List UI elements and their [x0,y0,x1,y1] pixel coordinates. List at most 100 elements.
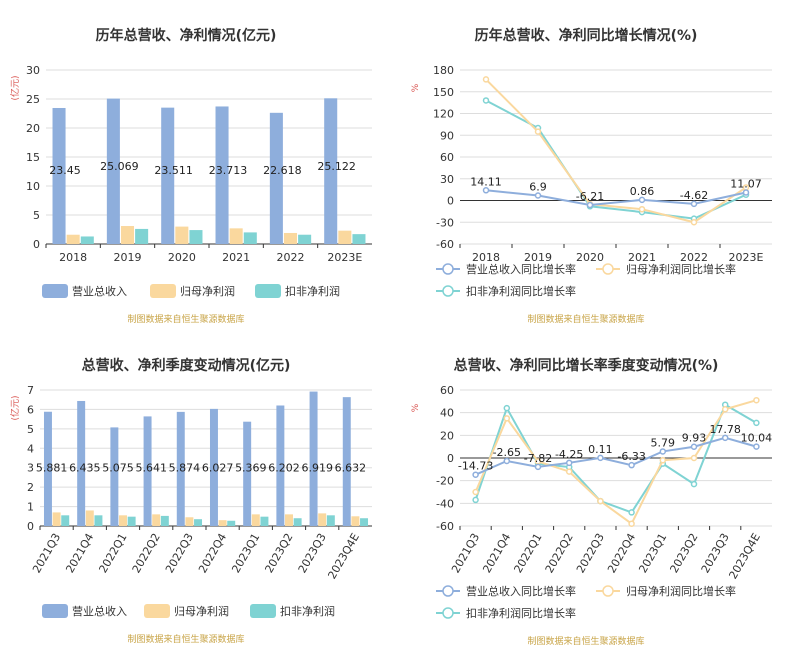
revenue-data-label: 5.874 [169,462,201,475]
legend-swatch-point [442,285,454,297]
legend-swatch [255,284,281,298]
legend-swatch-point [602,263,614,275]
series-line-revenue-growth [485,189,747,207]
series-point-revenue-growth [472,471,479,478]
bar-net-profit [251,514,260,526]
bar-net-profit [285,514,293,526]
bar-revenue [324,98,338,245]
data-source-note: 制图数据来自恒生聚源数据库 [527,635,644,647]
revenue-growth-data-label: -4.25 [555,448,583,461]
data-source-note: 制图数据来自恒生聚源数据库 [127,313,244,325]
series-point-revenue-growth [565,459,573,467]
bar-deducted-net-profit [360,518,369,526]
x-tick-label: 2023Q2 [263,531,296,575]
y-tick-label: 120 [433,108,454,121]
y-tick-label: 2 [27,481,34,494]
bar-net-profit [175,226,189,244]
revenue-growth-data-label: 17.78 [709,423,741,436]
legend-label: 归母净利润同比增长率 [626,584,736,598]
series-point-revenue-growth [534,463,542,471]
bar-deducted-net-profit [160,515,169,526]
bar-revenue [176,411,185,526]
bar-net-profit [283,232,298,244]
y-tick-label: 30 [440,173,454,186]
revenue-data-label: 6.632 [335,462,367,475]
revenue-data-label: 23.511 [154,164,193,177]
bar-net-profit [351,516,360,526]
bar-revenue [215,106,229,244]
series-line-net-profit-growth [485,78,747,224]
y-tick-label: -40 [436,497,454,510]
legend-label: 扣非净利润 [280,604,335,618]
bar-revenue [52,107,66,245]
series-point-revenue-growth [721,434,729,442]
chart-title: 总营收、净利同比增长率季度变动情况(%) [454,357,719,374]
y-axis-unit-label: (亿元) [9,395,21,420]
x-tick-label: 2023Q3 [699,531,732,575]
bar-net-profit [120,226,135,244]
revenue-growth-data-label: 5.79 [651,436,676,449]
chart-title: 历年总营收、净利同比增长情况(%) [475,27,698,44]
x-tick-label: 2022Q3 [163,531,196,575]
series-point-revenue-growth [482,187,490,194]
series-point-revenue-growth [638,196,646,204]
x-tick-label: 2021 [222,251,250,264]
revenue-data-label: 25.069 [100,160,139,173]
bar-deducted-net-profit [135,228,149,244]
x-tick-label: 2018 [472,251,500,264]
x-tick-label: 2022 [680,251,708,264]
bar-deducted-net-profit [127,516,136,526]
series-point-revenue-growth [690,443,698,450]
revenue-data-label: 5.641 [135,462,167,475]
revenue-growth-data-label: -7.82 [524,452,552,465]
legend-swatch [250,604,276,618]
y-tick-label: 10 [26,180,40,193]
y-tick-label: 20 [440,429,454,442]
series-point-net-profit-growth [753,396,760,404]
revenue-growth-data-label: -6.21 [576,190,604,203]
x-tick-label: 2023Q2 [668,531,701,575]
bar-revenue [110,427,119,526]
y-tick-label: 3 [27,462,34,475]
bar-deducted-net-profit [293,518,302,526]
revenue-data-label: 6.202 [268,462,300,475]
x-tick-label: 2023E [729,251,764,264]
legend-swatch-point [602,585,614,597]
series-point-net-profit-growth [690,454,698,462]
x-tick-label: 2023Q4E [726,531,763,581]
y-tick-label: 25 [26,93,40,106]
legend-label: 归母净利润 [180,284,235,298]
x-tick-label: 2022Q4 [605,531,638,575]
legend-label: 扣非净利润 [285,284,340,298]
bar-net-profit [318,513,327,526]
y-tick-label: 0 [33,238,40,251]
bar-net-profit [85,510,94,526]
y-tick-label: 30 [26,64,40,77]
panel-quarterly-revenue-profit: 总营收、净利季度变动情况(亿元) (亿元) 0 1 2 3 4 5 6 7 2021Q3 2021Q4… [0,330,399,659]
chart-title: 总营收、净利季度变动情况(亿元) [82,357,291,374]
bar-revenue [143,416,152,526]
bar-deducted-net-profit [194,519,203,526]
revenue-growth-data-label: 10.04 [741,432,773,445]
legend-label: 营业总收入同比增长率 [466,584,576,598]
bar-net-profit [66,234,80,244]
data-source-note: 制图数据来自恒生聚源数据库 [527,313,644,325]
x-tick-label: 2023Q3 [296,531,329,575]
revenue-data-label: 6.435 [69,462,101,475]
bar-revenue [243,421,252,526]
y-tick-label: 5 [33,209,40,222]
bar-revenue [106,98,120,245]
bar-deducted-net-profit [80,236,94,244]
revenue-growth-data-label: 6.9 [529,180,547,193]
revenue-data-label: 5.881 [36,462,68,475]
bar-deducted-net-profit [189,230,203,244]
series-point-deducted-profit-growth [628,509,635,516]
x-tick-label: 2020 [168,251,196,264]
series-point-net-profit-growth [597,497,604,505]
legend-swatch [42,604,68,618]
bar-revenue [309,391,318,526]
legend-swatch-point [442,585,454,597]
series-point-deducted-profit-growth [753,419,760,427]
bar-deducted-net-profit [94,515,103,526]
series-point-revenue-growth [690,200,698,208]
